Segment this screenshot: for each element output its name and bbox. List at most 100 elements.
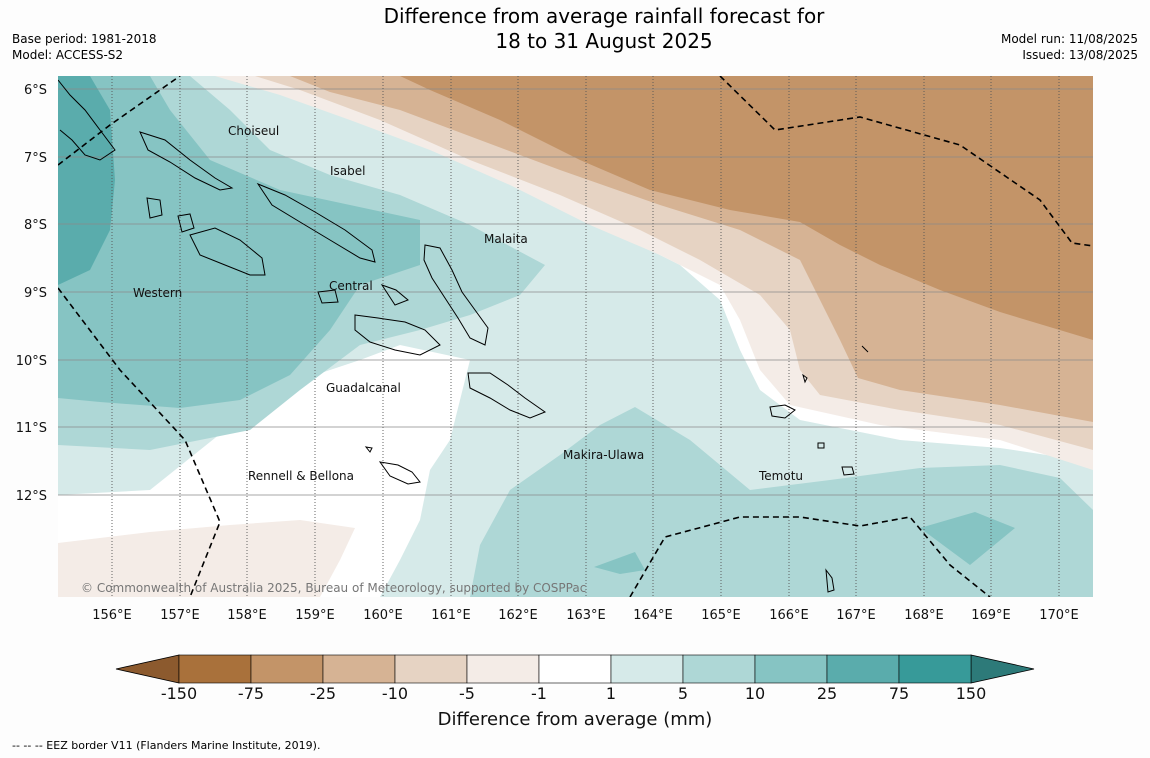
contour-dry-south (58, 520, 355, 597)
lon-label: 165°E (701, 608, 741, 623)
island-new-georgia (189, 227, 266, 276)
title-line-1: Difference from average rainfall forecas… (383, 4, 825, 28)
contour-wet-10-25-small (594, 552, 645, 574)
colorbar-segment (178, 654, 252, 684)
region-labels: Choiseul Isabel Malaita Western Central … (133, 124, 803, 483)
lat-label: 7°S (24, 151, 47, 166)
lon-label: 166°E (769, 608, 809, 623)
lon-label: 162°E (498, 608, 538, 623)
colorbar-title: Difference from average (mm) (438, 709, 713, 730)
colorbar-segments (178, 654, 972, 684)
lat-gridlines (58, 88, 1093, 496)
island-florida (317, 289, 339, 304)
label-malaita: Malaita (484, 232, 528, 246)
lon-label: 159°E (295, 608, 335, 623)
lon-label: 168°E (904, 608, 944, 623)
lat-label: 10°S (16, 354, 47, 369)
island-bougainville (58, 79, 116, 161)
colorbar-tick-label: -5 (459, 684, 475, 703)
lon-label: 167°E (836, 608, 876, 623)
lon-label: 163°E (566, 608, 606, 623)
colorbar-ticks: -150 -75 -25 -10 -5 -1 1 5 10 25 75 150 (161, 684, 986, 703)
model-info: Base period: 1981-2018 Model: ACCESS-S2 (12, 31, 157, 63)
island-vella-lavella (146, 197, 163, 219)
label-western: Western (133, 286, 182, 300)
island-choiseul (139, 131, 234, 191)
contour-dry-25-75 (400, 76, 1093, 340)
colorbar-segment (682, 654, 756, 684)
lat-label: 6°S (24, 83, 47, 98)
coastlines (58, 79, 869, 593)
lat-label: 12°S (16, 489, 47, 504)
lon-label: 160°E (363, 608, 403, 623)
label-isabel: Isabel (330, 164, 365, 178)
island-rennell (378, 461, 421, 485)
island-santa-cruz (769, 404, 796, 419)
colorbar-segment (610, 654, 684, 684)
island-kolombangara (177, 213, 195, 233)
colorbar-tick-label: 1 (606, 684, 616, 703)
island-bellona (364, 446, 373, 453)
colorbar-tick-label: -25 (310, 684, 336, 703)
island-guadalcanal (354, 314, 441, 356)
eez-south (629, 516, 991, 597)
lon-label: 169°E (971, 608, 1011, 623)
contour-wet-25-75 (58, 76, 115, 285)
island-banks (825, 568, 835, 593)
label-guadalcanal: Guadalcanal (326, 381, 401, 395)
eez-borders (58, 76, 1093, 597)
lat-label: 8°S (24, 218, 47, 233)
copyright-text: © Commonwealth of Australia 2025, Bureau… (81, 581, 586, 595)
colorbar-tick-label: -10 (382, 684, 408, 703)
colorbar-segment (394, 654, 468, 684)
colorbar-tick-label: 10 (745, 684, 765, 703)
eez-footnote: -- -- -- EEZ border V11 (Flanders Marine… (12, 739, 321, 752)
lon-label: 157°E (160, 608, 200, 623)
colorbar-tick-label: 25 (817, 684, 837, 703)
colorbar-tick-label: -75 (238, 684, 264, 703)
contour-wet-10-25-small-2 (920, 512, 1015, 565)
colorbar: -150 -75 -25 -10 -5 -1 1 5 10 25 75 150 Difference … (115, 654, 1035, 730)
island-russell (380, 284, 409, 306)
island-santa-isabel (256, 182, 376, 263)
colorbar-segment (538, 654, 612, 684)
lat-label: 9°S (24, 286, 47, 301)
label-rennell-bellona: Rennell & Bellona (248, 469, 354, 483)
contour-wet-10-25 (58, 76, 420, 408)
lon-axis: 156°E 157°E 158°E 159°E 160°E 161°E 162°… (92, 608, 1079, 623)
lon-label: 161°E (431, 608, 471, 623)
island-reef (802, 373, 808, 384)
label-central: Central (329, 279, 373, 293)
model-run-date: Model run: 11/08/2025 (1000, 32, 1138, 46)
issued-date: Issued: 13/08/2025 (1022, 48, 1138, 62)
base-period: Base period: 1981-2018 (12, 32, 157, 46)
colorbar-tick-label: 150 (956, 684, 987, 703)
label-makira-ulawa: Makira-Ulawa (563, 448, 644, 462)
run-info: Model run: 11/08/2025 Issued: 13/08/2025 (1001, 31, 1138, 63)
colorbar-segment (322, 654, 396, 684)
lon-label: 164°E (633, 608, 673, 623)
island-utupua (817, 442, 825, 449)
island-makira (467, 372, 547, 419)
colorbar-segment (466, 654, 540, 684)
island-duff (861, 345, 869, 353)
colorbar-under-arrow (115, 654, 180, 684)
label-temotu: Temotu (758, 469, 803, 483)
colorbar-tick-label: -1 (531, 684, 547, 703)
colorbar-tick-label: 75 (889, 684, 909, 703)
colorbar-tick-label: 5 (678, 684, 688, 703)
lon-label: 156°E (92, 608, 132, 623)
colorbar-segment (826, 654, 900, 684)
eez-west-upper (58, 76, 181, 166)
lon-label: 158°E (227, 608, 267, 623)
model-name: Model: ACCESS-S2 (12, 48, 124, 62)
colorbar-segment (250, 654, 324, 684)
lon-label: 170°E (1039, 608, 1079, 623)
contour-fill (58, 76, 1093, 597)
map-title: Difference from average rainfall forecas… (0, 4, 1150, 54)
title-line-2: 18 to 31 August 2025 (495, 29, 713, 53)
colorbar-over-arrow (970, 654, 1035, 684)
lat-label: 11°S (16, 421, 47, 436)
island-vanikoro (841, 466, 855, 476)
